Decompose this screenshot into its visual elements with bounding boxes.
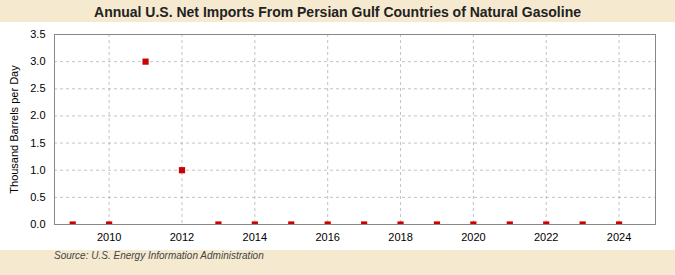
svg-text:2012: 2012 (170, 231, 194, 243)
svg-text:Thousand Barrels per Day: Thousand Barrels per Day (8, 65, 20, 194)
svg-text:2018: 2018 (388, 231, 412, 243)
svg-text:2014: 2014 (243, 231, 267, 243)
svg-text:2022: 2022 (534, 231, 558, 243)
svg-text:2.0: 2.0 (30, 109, 45, 121)
svg-text:3.5: 3.5 (30, 28, 45, 40)
svg-text:1.5: 1.5 (30, 137, 45, 149)
svg-text:1.0: 1.0 (30, 164, 45, 176)
svg-text:2024: 2024 (607, 231, 631, 243)
svg-text:3.0: 3.0 (30, 55, 45, 67)
svg-text:2010: 2010 (97, 231, 121, 243)
svg-text:2.5: 2.5 (30, 82, 45, 94)
svg-text:2020: 2020 (461, 231, 485, 243)
svg-text:0.5: 0.5 (30, 191, 45, 203)
svg-text:0.0: 0.0 (30, 218, 45, 230)
html-text:Annual U.S. Net Imports From P: Annual U.S. Net Imports From Persian Gul… (94, 4, 581, 20)
svg-text:2016: 2016 (315, 231, 339, 243)
html-text:Source: U.S. Energy Informatio: Source: U.S. Energy Information Administ… (54, 250, 264, 261)
